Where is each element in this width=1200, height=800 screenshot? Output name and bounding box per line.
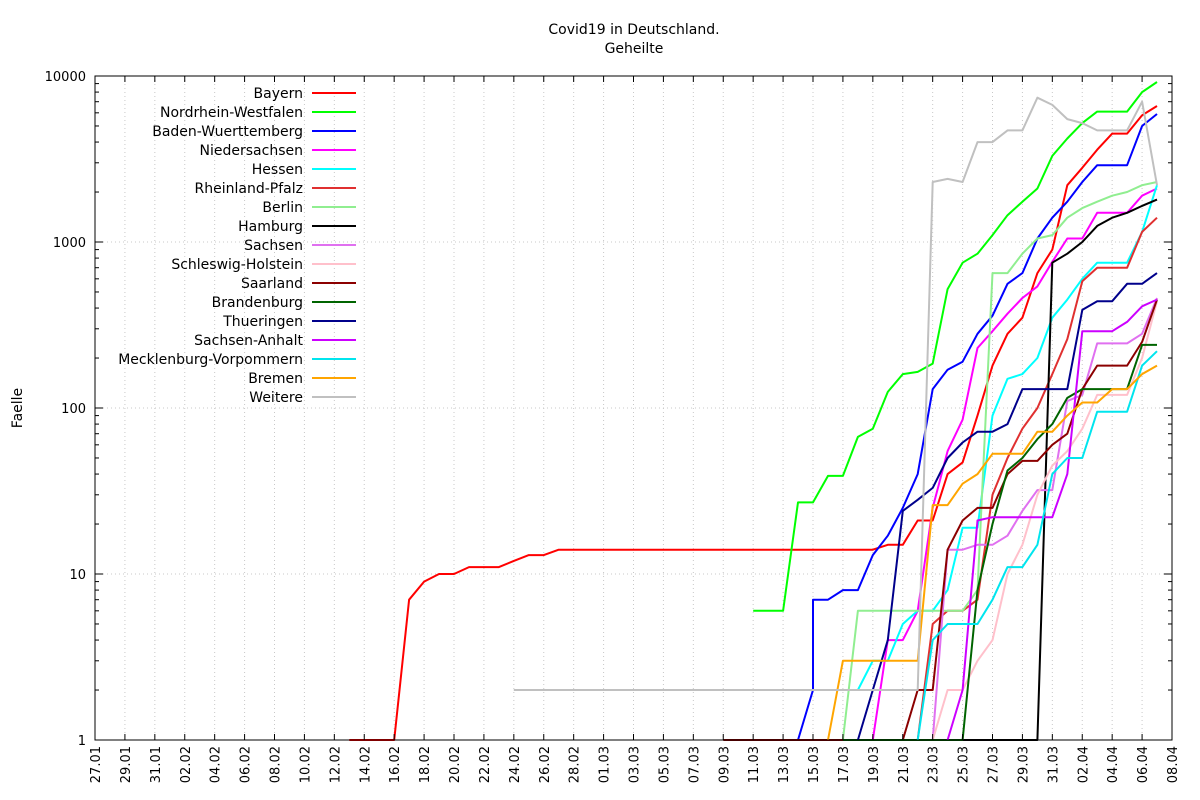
x-tick-label: 06.02 [239, 746, 254, 783]
x-tick-label: 19.03 [867, 746, 882, 783]
x-tick-label: 07.03 [687, 746, 702, 783]
series-line [842, 198, 1158, 741]
legend: Bayern Nordrhein-Westfalen Baden-Wuerttemb… [118, 86, 356, 406]
series-line [513, 96, 1158, 691]
x-tick-label: 08.02 [269, 746, 284, 783]
x-tick-label: 04.02 [209, 746, 224, 783]
x-tick-label: 03.03 [628, 746, 643, 783]
x-tick-label: 10.02 [298, 746, 313, 783]
x-tick-label: 27.03 [987, 746, 1002, 783]
x-tick-label: 01.03 [598, 746, 613, 783]
legend-label: Bayern [254, 86, 303, 102]
x-tick-label: 20.02 [448, 746, 463, 783]
x-tick-label: 02.04 [1076, 746, 1091, 783]
x-tick-label: 24.02 [508, 746, 523, 783]
x-tick-label: 31.03 [1046, 746, 1061, 783]
x-tick-label: 09.03 [717, 746, 732, 783]
x-tick-label: 18.02 [418, 746, 433, 783]
x-tick-label: 14.02 [358, 746, 373, 783]
series-line [349, 105, 1158, 741]
x-tick-label: 11.03 [747, 746, 762, 783]
x-tick-label: 23.03 [927, 746, 942, 783]
series-line [931, 300, 1158, 741]
legend-label: Sachsen [244, 238, 303, 254]
legend-label: Mecklenburg-Vorpommern [118, 352, 303, 368]
x-tick-label: 29.03 [1016, 746, 1031, 783]
legend-label: Brandenburg [212, 295, 303, 311]
x-tick-label: 08.04 [1166, 746, 1181, 783]
x-tick-label: 17.03 [837, 746, 852, 783]
y-axis: 1 10 100 1000 10000 [45, 70, 1172, 749]
x-tick-label: 29.01 [119, 746, 134, 783]
x-tick-label: 28.02 [568, 746, 583, 783]
y-tick-label: 10000 [45, 70, 86, 85]
chart-subtitle: Geheilte [605, 41, 664, 57]
legend-label: Hessen [252, 162, 303, 178]
x-tick-label: 05.03 [657, 746, 672, 783]
series-line [857, 184, 1158, 691]
legend-label: Niedersachsen [200, 143, 303, 159]
x-tick-label: 25.03 [957, 746, 972, 783]
legend-label: Saarland [241, 276, 303, 292]
legend-label: Berlin [262, 200, 303, 216]
series-line [946, 298, 1158, 741]
series-line [931, 297, 1158, 741]
series-line [753, 81, 1158, 612]
x-tick-label: 21.03 [897, 746, 912, 783]
legend-label: Thueringen [222, 314, 303, 330]
series-line [856, 272, 1158, 741]
legend-label: Rheinland-Pfalz [195, 181, 303, 197]
grid-lines [95, 76, 1172, 740]
legend-label: Nordrhein-Westfalen [160, 105, 303, 121]
x-axis: 27.01 29.01 31.01 02.02 04.02 06.02 08.02 10.02… [89, 76, 1181, 783]
y-tick-label: 1000 [53, 236, 86, 251]
legend-label: Bremen [248, 371, 303, 387]
y-axis-label: Faelle [10, 388, 26, 428]
legend-label: Hamburg [238, 219, 303, 235]
legend-label: Weitere [249, 390, 303, 406]
series-line [797, 113, 1158, 741]
series-line [916, 350, 1158, 741]
x-tick-label: 02.02 [179, 746, 194, 783]
x-tick-label: 04.04 [1106, 746, 1121, 783]
x-tick-label: 12.02 [328, 746, 343, 783]
legend-label: Schleswig-Holstein [171, 257, 303, 273]
x-tick-label: 26.02 [538, 746, 553, 783]
x-tick-label: 06.04 [1136, 746, 1151, 783]
x-tick-label: 31.01 [149, 746, 164, 783]
legend-label: Baden-Wuerttemberg [152, 124, 303, 140]
series-lines [349, 81, 1158, 741]
x-tick-label: 22.02 [478, 746, 493, 783]
x-tick-label: 15.03 [807, 746, 822, 783]
y-tick-label: 1 [78, 734, 86, 749]
series-line [723, 299, 1158, 741]
y-tick-label: 10 [69, 568, 86, 583]
x-tick-label: 16.02 [388, 746, 403, 783]
y-tick-label: 100 [61, 402, 86, 417]
x-tick-label: 13.03 [777, 746, 792, 783]
chart-title: Covid19 in Deutschland. [548, 22, 719, 38]
legend-label: Sachsen-Anhalt [194, 333, 303, 349]
x-tick-label: 27.01 [89, 746, 104, 783]
